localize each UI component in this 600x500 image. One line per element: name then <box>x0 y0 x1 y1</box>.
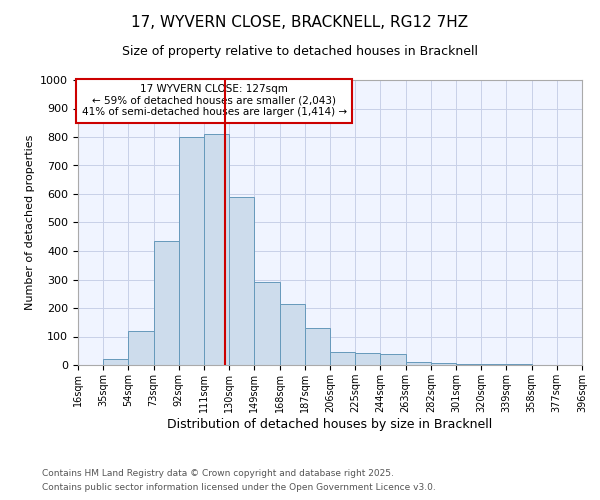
Bar <box>128 331 154 365</box>
Bar <box>280 304 305 365</box>
Bar <box>154 241 179 365</box>
Bar <box>406 362 431 365</box>
Bar <box>305 328 330 365</box>
Bar <box>456 364 481 365</box>
Bar <box>481 364 506 365</box>
Bar <box>355 353 380 365</box>
X-axis label: Distribution of detached houses by size in Bracknell: Distribution of detached houses by size … <box>167 418 493 430</box>
Text: Size of property relative to detached houses in Bracknell: Size of property relative to detached ho… <box>122 45 478 58</box>
Bar <box>582 362 600 365</box>
Bar <box>506 364 532 365</box>
Bar <box>103 360 128 365</box>
Bar <box>330 352 355 365</box>
Text: Contains public sector information licensed under the Open Government Licence v3: Contains public sector information licen… <box>42 484 436 492</box>
Text: 17 WYVERN CLOSE: 127sqm
← 59% of detached houses are smaller (2,043)
41% of semi: 17 WYVERN CLOSE: 127sqm ← 59% of detache… <box>82 84 347 117</box>
Bar <box>254 282 280 365</box>
Text: 17, WYVERN CLOSE, BRACKNELL, RG12 7HZ: 17, WYVERN CLOSE, BRACKNELL, RG12 7HZ <box>131 15 469 30</box>
Bar <box>179 137 204 365</box>
Bar <box>204 134 229 365</box>
Y-axis label: Number of detached properties: Number of detached properties <box>25 135 35 310</box>
Bar <box>229 197 254 365</box>
Bar <box>380 354 406 365</box>
Bar <box>431 362 456 365</box>
Text: Contains HM Land Registry data © Crown copyright and database right 2025.: Contains HM Land Registry data © Crown c… <box>42 468 394 477</box>
